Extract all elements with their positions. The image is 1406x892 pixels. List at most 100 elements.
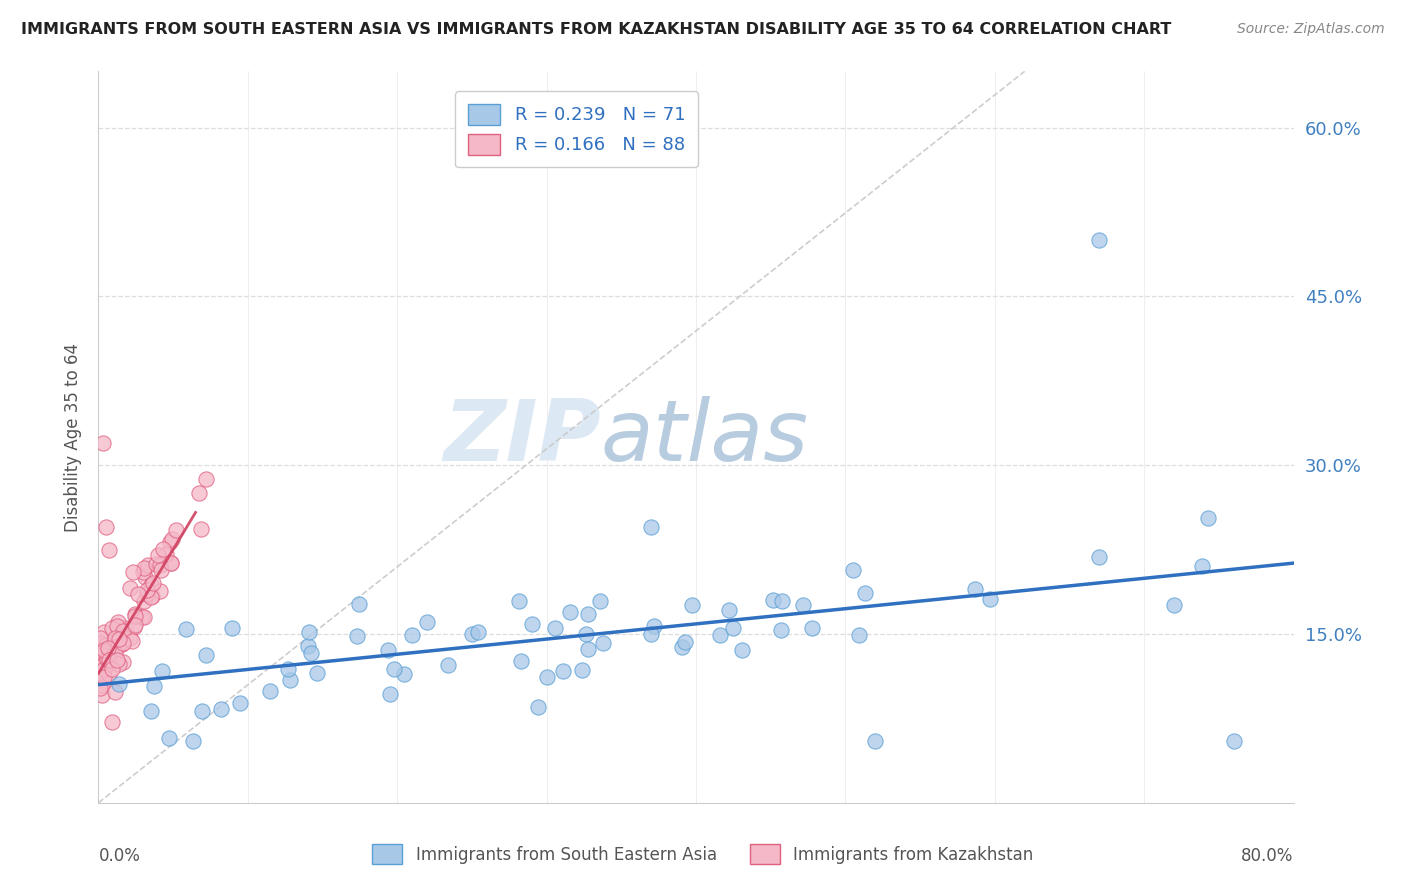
Point [97,653,120,667]
Point [346,629,368,643]
Point [91,658,114,673]
Point [160,556,183,570]
Point [176,622,198,636]
Point [89,656,111,670]
Point [134,609,156,624]
Point [124,618,146,632]
Point [384,662,406,676]
Point [467,625,489,640]
Point [508,594,530,608]
Point [865,734,887,748]
Point [93,625,115,640]
Point [124,609,146,624]
Point [91,688,114,702]
Point [380,687,402,701]
Point [96,651,118,665]
Point [107,657,129,671]
Point [90,678,112,692]
Point [160,556,183,570]
Point [135,583,157,598]
Point [142,576,165,591]
Point [436,657,458,672]
Point [277,662,299,676]
Point [101,662,124,676]
Point [509,654,531,668]
Point [527,700,550,714]
Point [112,655,135,669]
Point [155,547,177,561]
Point [162,532,184,546]
Point [98,650,121,665]
Point [571,663,593,677]
Point [104,642,127,657]
Point [94,520,117,534]
Point [93,662,115,676]
Point [416,615,439,629]
Point [107,639,129,653]
Point [1197,511,1219,525]
Point [120,581,142,595]
Point [792,598,814,612]
Point [138,558,160,572]
Text: 80.0%: 80.0% [1241,847,1294,864]
Point [136,587,159,601]
Point [159,535,181,549]
Point [97,657,120,671]
Point [139,578,162,592]
Point [643,619,665,633]
Point [145,557,167,571]
Point [96,638,118,652]
Point [401,628,423,642]
Point [89,681,111,696]
Point [96,646,118,660]
Point [122,566,145,580]
Point [165,523,187,537]
Point [181,734,204,748]
Point [108,632,131,646]
Point [132,560,155,574]
Point [98,666,121,681]
Point [93,643,115,657]
Point [278,673,301,687]
Point [111,637,134,651]
Point [731,643,754,657]
Point [1191,558,1213,573]
Point [553,664,575,678]
Point [191,704,214,718]
Point [105,653,128,667]
Point [536,670,558,684]
Point [89,632,111,646]
Point [576,642,599,657]
Point [576,607,599,621]
Point [305,665,328,680]
Point [90,645,112,659]
Point [963,582,986,597]
Point [188,486,211,500]
Point [841,563,863,577]
Point [1088,233,1111,247]
Point [589,594,612,608]
Point [111,624,134,638]
Point [149,583,172,598]
Point [104,631,127,645]
Point [104,685,127,699]
Point [673,635,696,649]
Point [96,651,118,665]
Point [121,634,143,648]
Point [89,636,111,650]
Point [91,648,114,663]
Point [1088,549,1111,564]
Point [146,548,169,562]
Point [100,621,122,635]
Point [299,646,322,660]
Point [681,598,703,612]
Point [853,586,876,600]
Point [1163,599,1185,613]
Point [100,653,122,667]
Point [127,587,149,601]
Point [93,652,115,666]
Point [709,627,731,641]
Point [190,522,212,536]
Legend: Immigrants from South Eastern Asia, Immigrants from Kazakhstan: Immigrants from South Eastern Asia, Immi… [366,838,1040,871]
Point [107,615,129,630]
